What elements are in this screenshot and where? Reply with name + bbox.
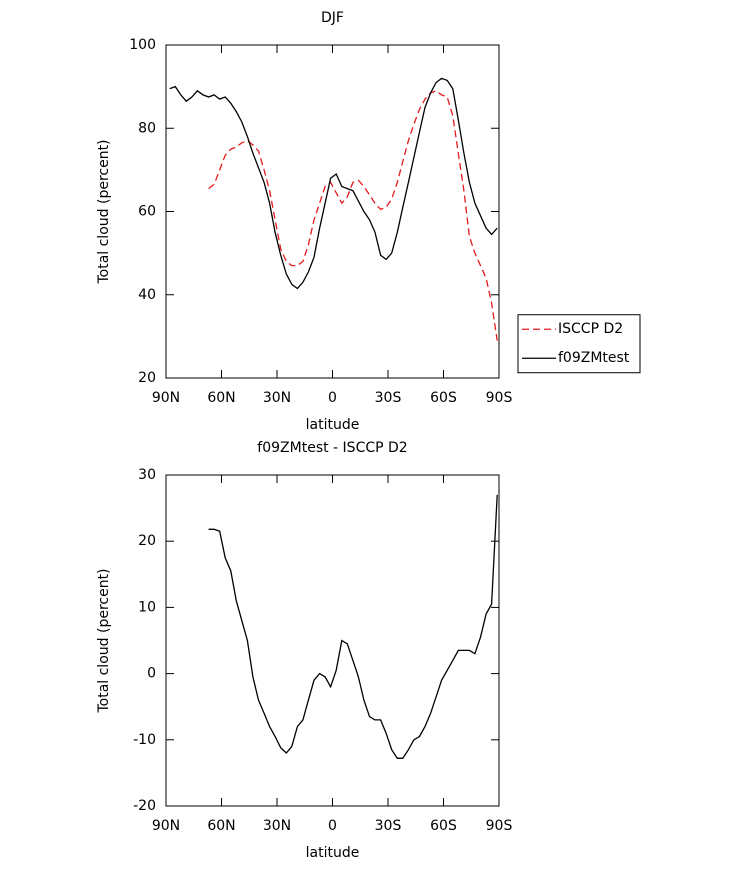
y-tick-label: 30: [138, 467, 156, 483]
x-axis-label: latitude: [306, 417, 360, 433]
y-tick-label: 0: [147, 666, 156, 682]
x-tick-label: 60N: [207, 818, 235, 834]
x-tick-label: 90N: [152, 818, 180, 834]
x-tick-label: 90N: [152, 390, 180, 406]
legend-label: ISCCP D2: [558, 321, 623, 337]
y-tick-label: 20: [138, 370, 156, 386]
y-axis-label: Total cloud (percent): [96, 139, 112, 284]
y-axis-label: Total cloud (percent): [96, 568, 112, 713]
x-axis-label: latitude: [306, 845, 360, 861]
plot-frame: [165, 44, 500, 379]
x-tick-label: 30S: [375, 818, 402, 834]
series-line: [208, 494, 498, 759]
plot-frame: [165, 474, 500, 807]
x-tick-label: 60S: [430, 390, 457, 406]
x-tick-label: 90S: [486, 818, 513, 834]
chart-title: DJF: [321, 10, 344, 26]
y-tick-label: 80: [138, 120, 156, 136]
y-tick-label: -20: [133, 798, 156, 814]
y-tick-label: 20: [138, 533, 156, 549]
x-tick-label: 90S: [486, 390, 513, 406]
legend-box: [517, 314, 641, 374]
x-tick-label: 30N: [263, 390, 291, 406]
legend-label: f09ZMtest: [558, 350, 630, 366]
x-tick-label: 0: [328, 818, 337, 834]
x-tick-label: 0: [328, 390, 337, 406]
y-tick-label: -10: [133, 732, 156, 748]
series-line: [169, 77, 498, 290]
y-tick-label: 10: [138, 599, 156, 615]
x-tick-label: 30S: [375, 390, 402, 406]
y-tick-label: 40: [138, 287, 156, 303]
y-tick-label: 100: [129, 37, 156, 53]
x-tick-label: 60S: [430, 818, 457, 834]
x-tick-label: 30N: [263, 818, 291, 834]
chart-title: f09ZMtest - ISCCP D2: [257, 440, 407, 456]
series-line: [208, 90, 498, 341]
x-tick-label: 60N: [207, 390, 235, 406]
y-tick-label: 60: [138, 204, 156, 220]
